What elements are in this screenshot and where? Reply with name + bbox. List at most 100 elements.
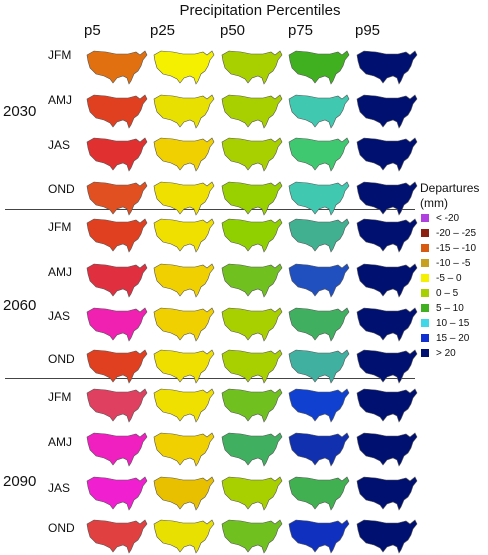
us-map-2090-AMJ-p5	[86, 432, 148, 467]
us-map-2030-JAS-p75	[288, 137, 350, 172]
us-map-shape	[221, 263, 283, 298]
us-map-shape	[86, 50, 148, 85]
legend-item: 0 – 5	[421, 288, 458, 300]
column-label-p25: p25	[150, 22, 176, 39]
us-map-2060-OND-p5	[86, 349, 148, 384]
us-map-2090-AMJ-p75	[288, 432, 350, 467]
legend-label: > 20	[436, 348, 456, 359]
us-map-shape	[221, 50, 283, 85]
us-map-2090-JAS-p25	[153, 476, 215, 511]
legend-label: 5 – 10	[436, 303, 464, 314]
season-label: JFM	[48, 220, 72, 234]
us-map-shape	[356, 50, 418, 85]
us-map-shape	[86, 263, 148, 298]
us-map-shape	[356, 349, 418, 384]
us-map-2060-JFM-p95	[356, 218, 418, 253]
us-map-shape	[356, 432, 418, 467]
us-map-2060-AMJ-p50	[221, 263, 283, 298]
us-map-shape	[86, 181, 148, 216]
us-map-2090-JAS-p5	[86, 476, 148, 511]
us-map-2030-AMJ-p95	[356, 94, 418, 129]
us-map-shape	[221, 349, 283, 384]
us-map-shape	[356, 307, 418, 342]
us-map-shape	[86, 476, 148, 511]
legend-swatch	[421, 259, 429, 268]
us-map-2060-JFM-p25	[153, 218, 215, 253]
legend-swatch	[421, 229, 429, 238]
season-label: JFM	[48, 48, 72, 62]
legend-label: -15 – -10	[436, 243, 477, 254]
us-map-2030-JFM-p25	[153, 50, 215, 85]
legend-title-line2: (mm)	[420, 196, 448, 210]
us-map-2060-AMJ-p25	[153, 263, 215, 298]
us-map-2090-JAS-p50	[221, 476, 283, 511]
us-map-2090-JFM-p50	[221, 388, 283, 423]
season-label: JAS	[48, 309, 71, 323]
us-map-shape	[153, 432, 215, 467]
season-label: JFM	[48, 390, 72, 404]
us-map-2060-AMJ-p5	[86, 263, 148, 298]
us-map-shape	[288, 349, 350, 384]
us-map-2090-OND-p95	[356, 519, 418, 554]
us-map-2060-JFM-p75	[288, 218, 350, 253]
legend-item: -10 – -5	[421, 258, 470, 270]
us-map-shape	[288, 432, 350, 467]
season-label: OND	[48, 521, 75, 535]
us-map-2030-AMJ-p50	[221, 94, 283, 129]
us-map-shape	[221, 137, 283, 172]
year-label-2060: 2060	[3, 297, 37, 314]
us-map-2030-OND-p95	[356, 181, 418, 216]
us-map-2090-JAS-p95	[356, 476, 418, 511]
us-map-shape	[153, 349, 215, 384]
legend-label: 0 – 5	[436, 288, 459, 299]
season-label: JAS	[48, 481, 71, 495]
legend-item: 15 – 20	[421, 333, 469, 345]
legend-swatch	[421, 334, 429, 343]
us-map-shape	[221, 476, 283, 511]
us-map-2060-JAS-p5	[86, 307, 148, 342]
us-map-2060-OND-p75	[288, 349, 350, 384]
column-label-p50: p50	[220, 22, 246, 39]
column-label-p95: p95	[355, 22, 381, 39]
us-map-shape	[153, 388, 215, 423]
us-map-shape	[356, 218, 418, 253]
us-map-2090-OND-p25	[153, 519, 215, 554]
legend-title: Departures (mm)	[420, 181, 479, 211]
season-label: OND	[48, 182, 75, 196]
us-map-shape	[288, 388, 350, 423]
us-map-2030-JAS-p25	[153, 137, 215, 172]
us-map-shape	[153, 476, 215, 511]
us-map-shape	[356, 137, 418, 172]
legend-item: -5 – 0	[421, 273, 462, 285]
us-map-2090-AMJ-p25	[153, 432, 215, 467]
year-label-2090: 2090	[3, 473, 37, 490]
us-map-2060-JFM-p50	[221, 218, 283, 253]
us-map-shape	[288, 50, 350, 85]
us-map-2030-JFM-p75	[288, 50, 350, 85]
us-map-shape	[86, 349, 148, 384]
us-map-2060-OND-p25	[153, 349, 215, 384]
legend-label: 10 – 15	[436, 318, 470, 329]
season-label: AMJ	[48, 435, 72, 449]
us-map-2030-JFM-p5	[86, 50, 148, 85]
us-map-shape	[356, 181, 418, 216]
us-map-shape	[356, 476, 418, 511]
us-map-2090-JFM-p95	[356, 388, 418, 423]
us-map-shape	[153, 307, 215, 342]
season-label: AMJ	[48, 265, 72, 279]
legend-title-line1: Departures	[420, 181, 480, 195]
legend-swatch	[421, 244, 429, 253]
us-map-shape	[86, 307, 148, 342]
legend-swatch	[421, 304, 429, 313]
us-map-shape	[221, 519, 283, 554]
us-map-shape	[221, 94, 283, 129]
legend-item: -15 – -10	[421, 243, 476, 255]
legend-swatch	[421, 319, 429, 328]
us-map-2030-OND-p5	[86, 181, 148, 216]
legend-item: > 20	[421, 348, 456, 360]
us-map-shape	[86, 94, 148, 129]
us-map-shape	[86, 137, 148, 172]
us-map-shape	[288, 519, 350, 554]
legend-label: -10 – -5	[436, 258, 471, 269]
season-label: OND	[48, 352, 75, 366]
